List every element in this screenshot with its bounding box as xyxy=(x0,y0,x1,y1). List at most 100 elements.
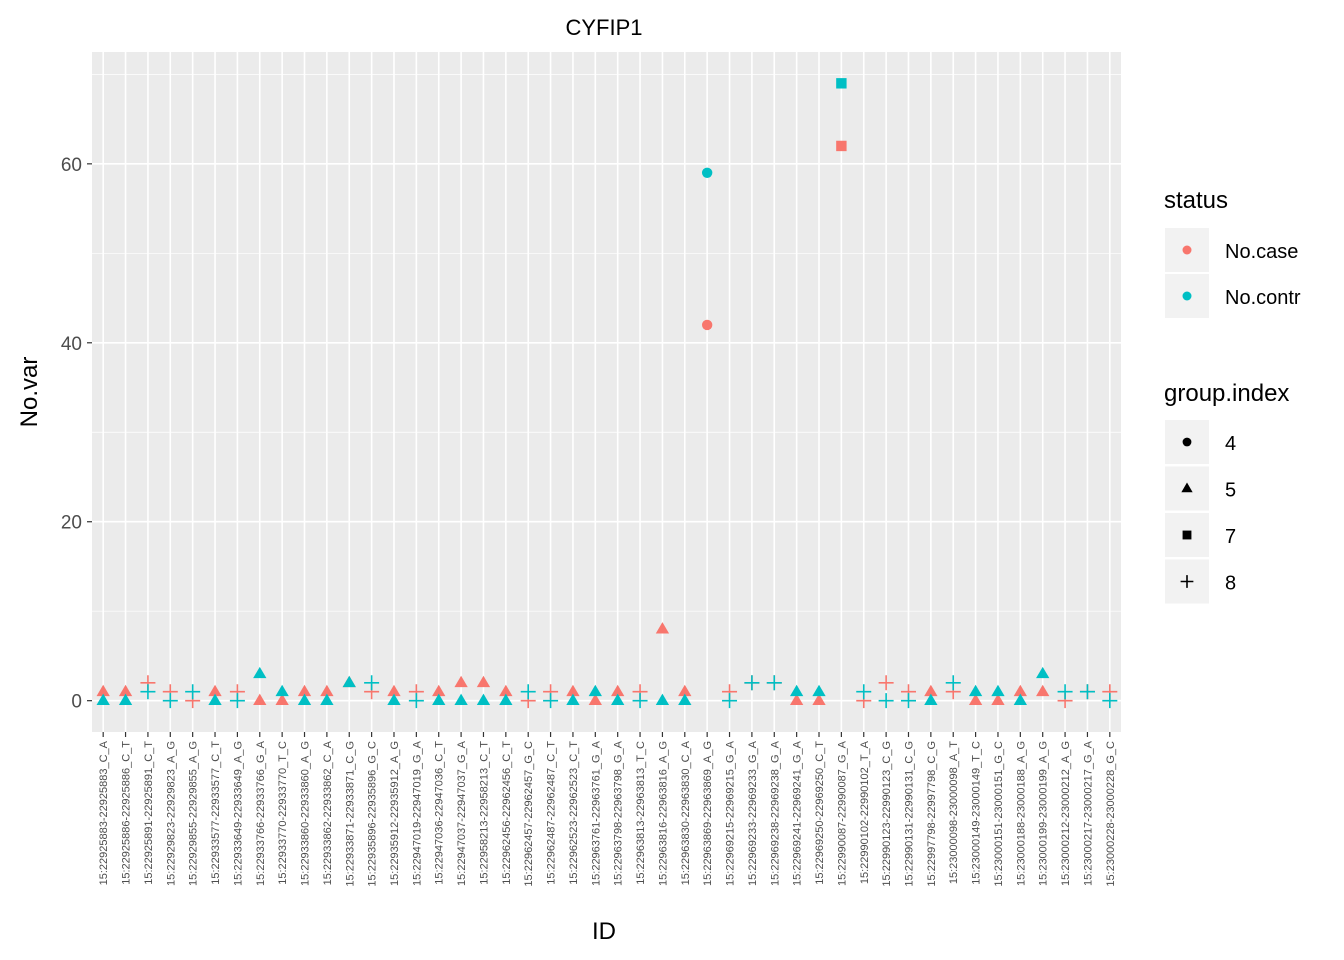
data-point xyxy=(118,693,133,706)
data-point xyxy=(945,675,961,691)
x-tick-label: 15:22963761-22963761_G_A xyxy=(590,740,602,886)
data-point xyxy=(140,684,156,700)
x-tick-label: 15:22958213-22958213_C_T xyxy=(478,741,490,885)
legend-status-title: status xyxy=(1164,187,1228,214)
x-tick-label: 15:22933871-22933871_C_G xyxy=(344,741,356,887)
data-point xyxy=(229,693,245,709)
x-tick-label: 15:22933766-22933766_G_A xyxy=(255,740,267,886)
x-tick-label: 15:22963869-22963869_A_G xyxy=(702,741,714,886)
x-tick-label: 15:22933649-22933649_A_G xyxy=(232,741,244,886)
data-point xyxy=(991,684,1005,697)
data-point xyxy=(1057,684,1073,700)
x-tick-label: 15:22969250-22969250_C_T xyxy=(814,741,826,885)
legend-group-label: 5 xyxy=(1225,480,1236,502)
x-tick-label: 15:22963816-22963816_A_G xyxy=(657,741,669,886)
legend-status: status No.case No.contr xyxy=(1164,187,1301,318)
x-tick-label: 15:22933860-22933860_A_G xyxy=(300,741,312,886)
x-tick-label: 15:22925883-22925883_C_A xyxy=(98,740,110,885)
data-point xyxy=(1102,693,1118,709)
data-point xyxy=(566,693,580,706)
x-tick-label: 15:22962523-22962523_C_T xyxy=(568,741,580,885)
data-point xyxy=(297,693,312,706)
x-tick-label: 15:22969238-22969238_G_A xyxy=(769,740,781,886)
data-point xyxy=(588,684,602,697)
data-point xyxy=(320,684,334,697)
data-point xyxy=(253,693,267,706)
x-axis: 15:22925883-22925883_C_A 15:22925886-2292… xyxy=(98,732,1117,887)
legend-status-label: No.contr xyxy=(1225,287,1301,309)
x-tick-label: 15:22925886-22925886_C_T xyxy=(121,741,133,885)
y-tick-label: 0 xyxy=(71,692,82,713)
data-point xyxy=(632,693,648,709)
data-point xyxy=(678,684,692,697)
legend-status-label: No.case xyxy=(1225,241,1298,263)
legend-group-symbol xyxy=(1182,530,1192,540)
data-point xyxy=(968,684,983,697)
x-tick-label: 15:22969215-22969215_G_A xyxy=(725,740,737,886)
data-point xyxy=(968,693,983,706)
data-point xyxy=(454,675,468,688)
x-tick-label: 15:23000188-23000188_A_G xyxy=(1015,741,1027,886)
data-point xyxy=(476,675,491,688)
data-point xyxy=(789,684,804,697)
x-tick-label: 15:22963830-22963830_C_A xyxy=(680,740,692,885)
legend-group-symbol xyxy=(1181,482,1193,493)
data-point xyxy=(118,684,133,697)
data-point xyxy=(566,684,580,697)
data-point xyxy=(722,693,738,709)
y-tick-label: 20 xyxy=(61,513,82,534)
data-point xyxy=(387,684,401,697)
data-point xyxy=(275,684,289,697)
legend-group-symbol xyxy=(1182,437,1192,447)
data-point xyxy=(991,693,1005,706)
x-tick-label: 15:22933577-22933577_C_T xyxy=(210,741,222,885)
data-point xyxy=(185,684,201,700)
data-point xyxy=(208,693,222,706)
data-point xyxy=(432,684,446,697)
data-point xyxy=(878,675,894,691)
x-tick-label: 15:22990131-22990131_C_G xyxy=(903,741,915,887)
grid-lines xyxy=(92,52,1121,732)
data-point xyxy=(678,693,692,706)
y-tick-label: 60 xyxy=(61,155,82,176)
data-point xyxy=(96,684,110,697)
data-point xyxy=(812,684,826,697)
x-tick-label: 15:22935912-22935912_A_G xyxy=(389,741,401,886)
data-point xyxy=(836,78,847,89)
data-point xyxy=(924,684,938,697)
data-point xyxy=(1013,684,1027,697)
chart-title: CYFIP1 xyxy=(565,15,642,40)
x-tick-label: 15:22947037-22947037_G_A xyxy=(456,740,468,886)
x-axis-title: ID xyxy=(592,918,616,945)
data-point xyxy=(499,684,513,697)
x-tick-label: 15:22933862-22933862_C_A xyxy=(322,740,334,885)
data-point xyxy=(900,693,916,709)
data-point xyxy=(432,693,446,706)
data-point xyxy=(1036,684,1050,697)
data-point xyxy=(320,693,334,706)
data-point xyxy=(812,693,826,706)
y-axis: 0 20 40 60 xyxy=(61,155,92,713)
data-point xyxy=(1013,693,1027,706)
x-tick-label: 15:22947019-22947019_G_A xyxy=(411,740,423,886)
data-point xyxy=(476,693,491,706)
y-tick-label: 40 xyxy=(61,334,82,355)
legend-group-label: 4 xyxy=(1225,433,1236,455)
data-point xyxy=(408,693,424,709)
x-tick-label: 15:22933770-22933770_T_C xyxy=(277,741,289,885)
data-point xyxy=(543,693,559,709)
data-point xyxy=(766,675,782,691)
x-tick-label: 15:22962456-22962456_C_T xyxy=(501,741,513,885)
x-tick-label: 15:22935896-22935896_G_C xyxy=(367,741,379,887)
x-tick-label: 15:22969241-22969241_G_A xyxy=(792,740,804,886)
x-tick-label: 15:22947036-22947036_C_T xyxy=(434,741,446,885)
data-point xyxy=(588,693,602,706)
legend-group-title: group.index xyxy=(1164,380,1289,407)
x-tick-label: 15:22963798-22963798_G_A xyxy=(613,740,625,886)
data-point xyxy=(611,693,625,706)
x-tick-label: 15:23000212-23000212_A_G xyxy=(1060,741,1072,886)
x-tick-label: 15:23000151-23000151_G_C xyxy=(993,741,1005,887)
data-point xyxy=(162,693,178,709)
legend-group-label: 7 xyxy=(1225,526,1236,548)
data-point xyxy=(1079,684,1095,700)
